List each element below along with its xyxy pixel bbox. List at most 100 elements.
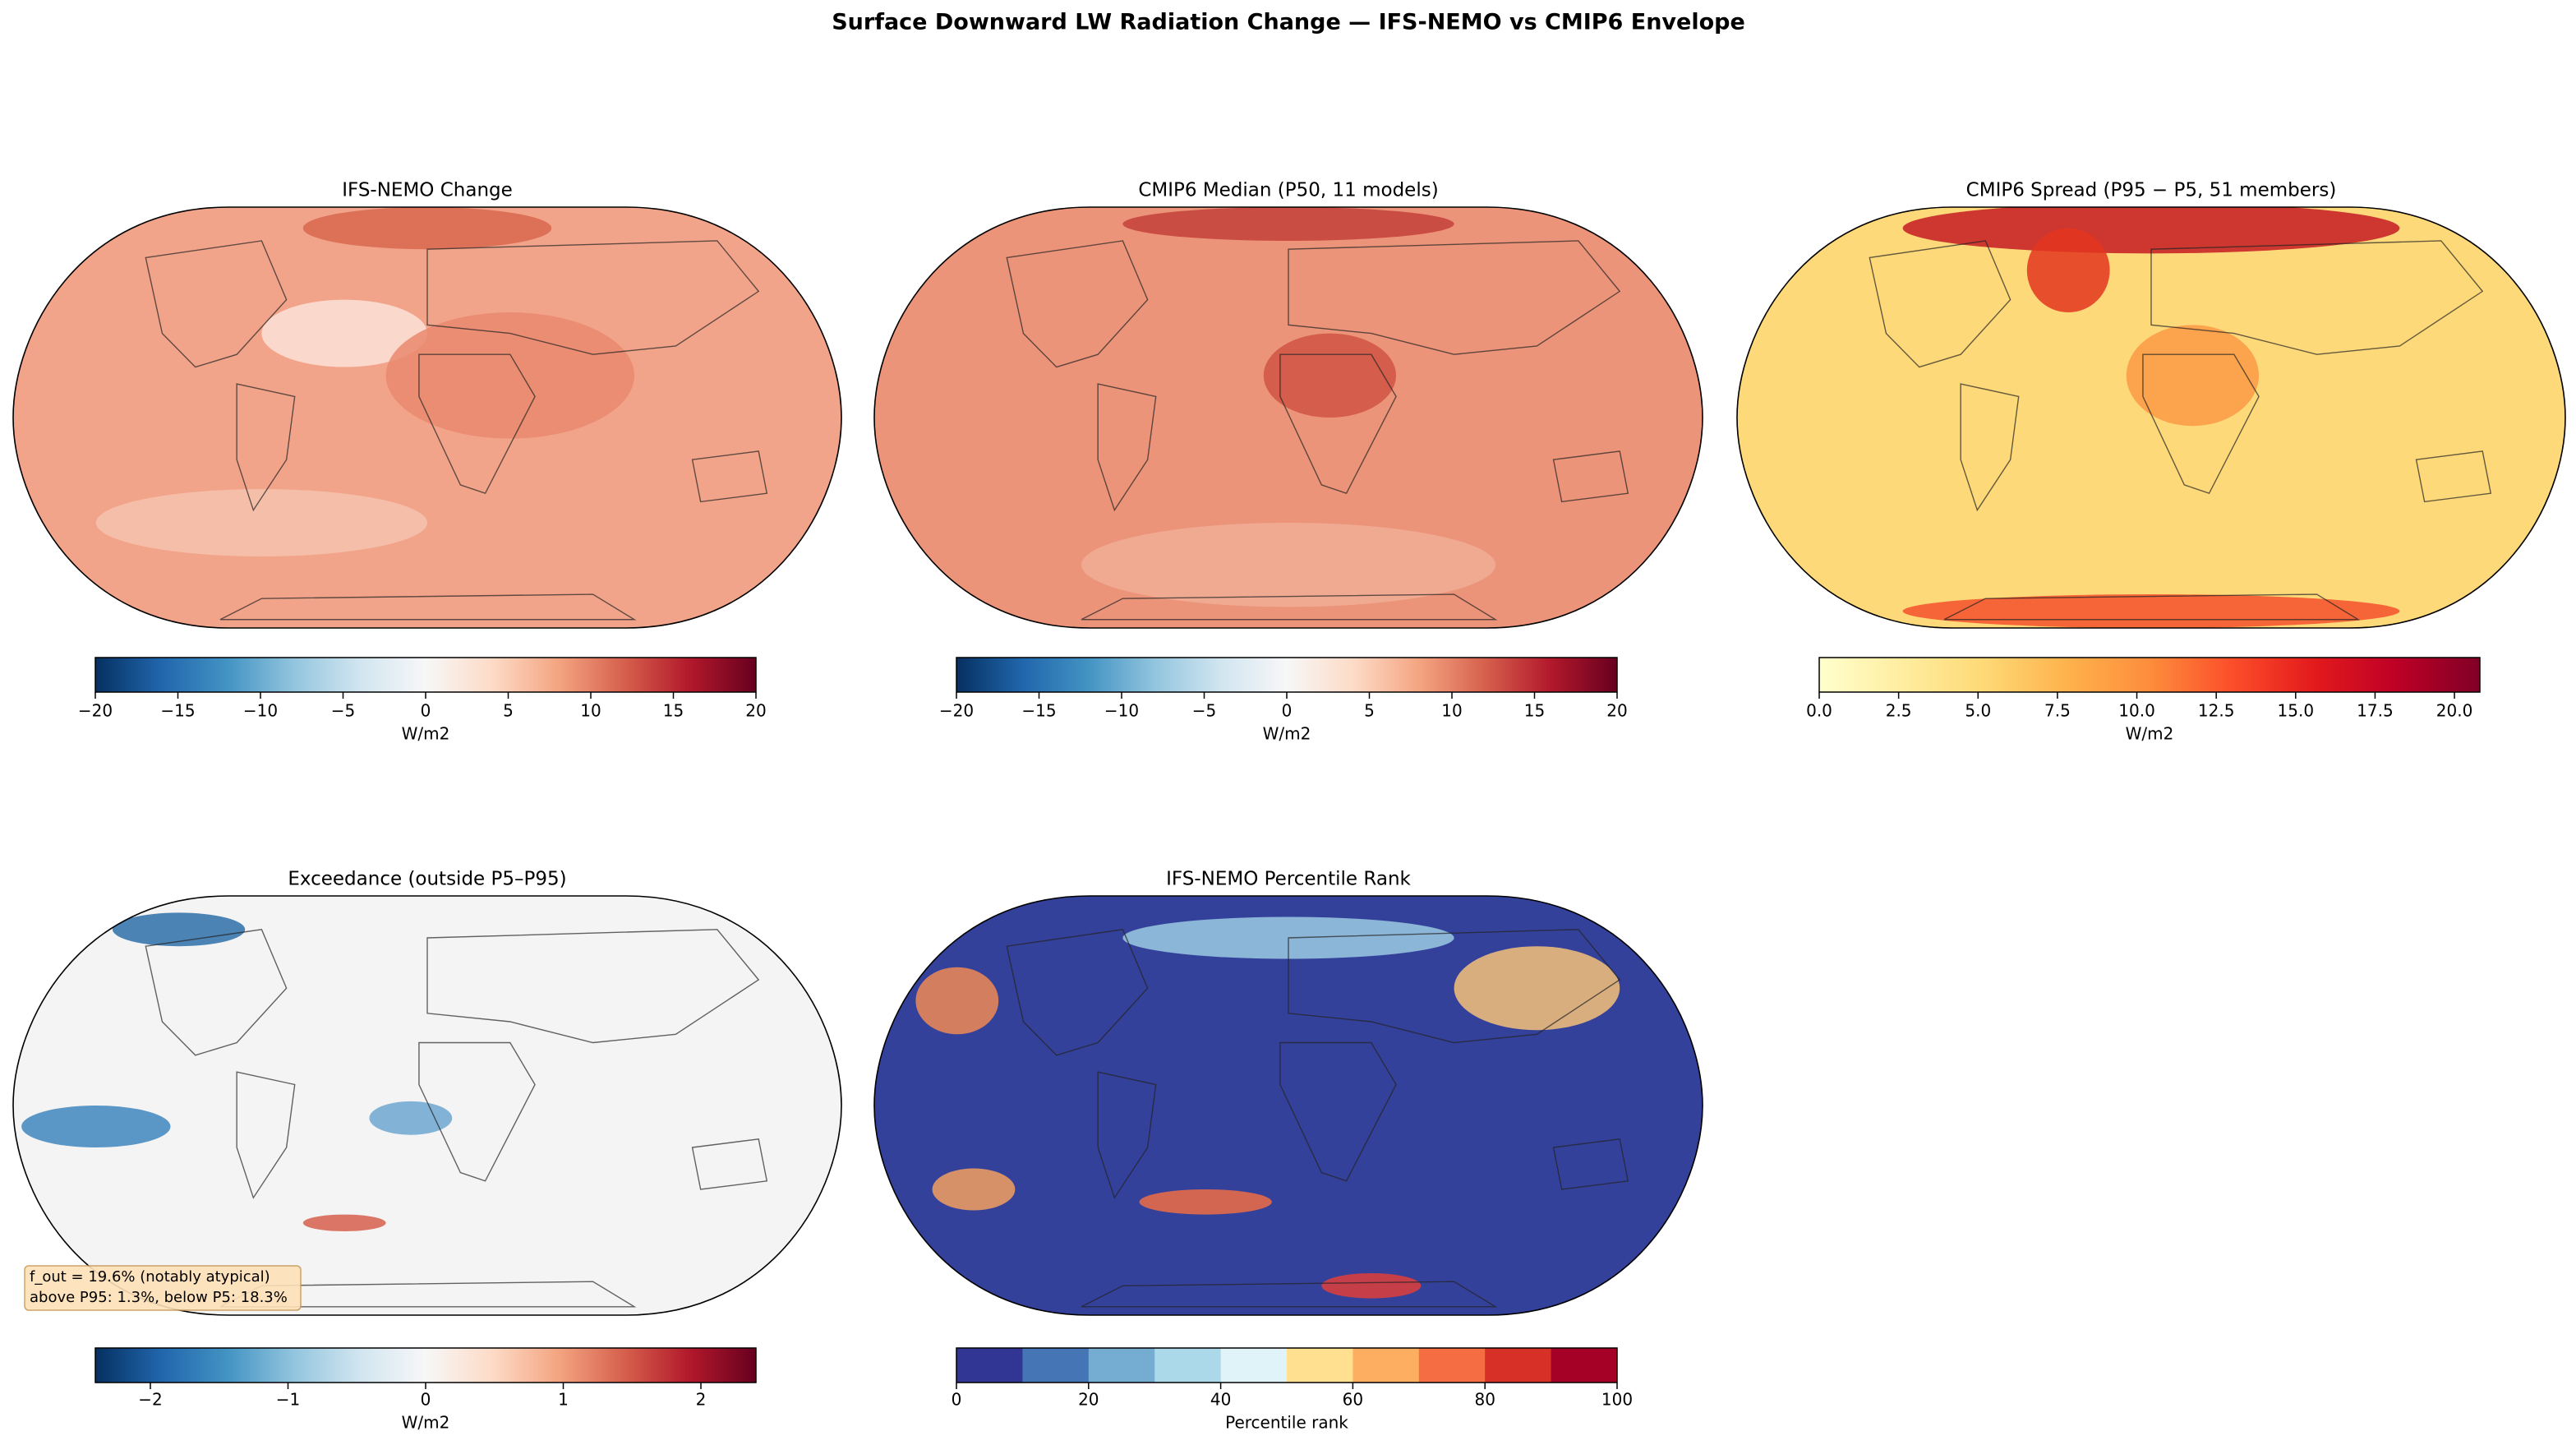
colorbar-tick-label: −2 xyxy=(138,1390,162,1410)
coastline xyxy=(426,929,760,1044)
colorbar-tick-label: 20.0 xyxy=(2436,701,2473,721)
coastline xyxy=(691,450,768,503)
coastline xyxy=(426,240,760,355)
coastline xyxy=(1552,1138,1629,1190)
figure-title: Surface Downward LW Radiation Change — I… xyxy=(832,10,1745,35)
coastline xyxy=(1552,450,1629,503)
colorbar-tick-label: 10.0 xyxy=(2118,701,2155,721)
map-feature xyxy=(1321,1273,1422,1299)
colorbar-bin xyxy=(1154,1348,1222,1383)
colorbar-tick-label: 60 xyxy=(1343,1390,1363,1410)
panel-title: IFS-NEMO Percentile Rank xyxy=(1166,869,1411,890)
coastline xyxy=(236,383,296,512)
coastline xyxy=(1006,240,1149,368)
colorbar-tick-label: 0 xyxy=(1282,701,1293,721)
map-feature xyxy=(112,912,246,947)
map-feature xyxy=(302,1214,386,1232)
map-field xyxy=(874,896,1703,1315)
map-feature xyxy=(1902,207,2400,254)
map-feature xyxy=(1122,207,1454,241)
colorbar-bin xyxy=(1353,1348,1420,1383)
colorbar-bin xyxy=(1287,1348,1353,1383)
colorbar-tick-label: 20 xyxy=(745,701,766,721)
colorbar-label: W/m2 xyxy=(2126,724,2174,744)
coastline xyxy=(1097,383,1157,512)
coastline xyxy=(2150,240,2484,355)
colorbar-tick-label: 5.0 xyxy=(1965,701,1991,721)
panel-title: CMIP6 Spread (P95 − P5, 51 members) xyxy=(1966,180,2337,201)
panel-title: Exceedance (outside P5–P95) xyxy=(288,869,566,890)
colorbar-tick-label: −5 xyxy=(1192,701,1216,721)
map-feature xyxy=(932,1168,1016,1211)
colorbar xyxy=(95,658,756,692)
colorbar-tick-label: 5 xyxy=(1364,701,1375,721)
coastline xyxy=(418,1041,536,1182)
colorbar-tick-label: 1 xyxy=(558,1390,569,1410)
colorbar-label: W/m2 xyxy=(402,1413,450,1433)
map-field xyxy=(874,207,1703,628)
coastline xyxy=(1288,929,1621,1044)
coastline xyxy=(2142,353,2260,495)
colorbar-tick-label: 17.5 xyxy=(2357,701,2394,721)
colorbar-bin xyxy=(956,1348,1023,1383)
colorbar-tick-label: 10 xyxy=(1441,701,1462,721)
colorbar-frame xyxy=(1818,657,2481,693)
map-field xyxy=(13,207,841,628)
colorbar-tick-label: −10 xyxy=(1104,701,1139,721)
colorbar xyxy=(956,658,1617,692)
coastline xyxy=(1081,1281,1498,1308)
coastline xyxy=(1006,929,1149,1056)
coastline xyxy=(1081,593,1498,621)
map-feature xyxy=(2126,325,2260,427)
map-feature xyxy=(261,299,427,367)
coastline xyxy=(219,593,637,621)
colorbar-tick-label: 40 xyxy=(1210,1390,1231,1410)
colorbar-tick-label: −10 xyxy=(243,701,278,721)
panel-title: CMIP6 Median (P50, 11 models) xyxy=(1138,180,1438,201)
colorbar-bin xyxy=(1022,1348,1090,1383)
colorbar-tick-label: −20 xyxy=(78,701,113,721)
coastline xyxy=(418,353,536,495)
colorbar-tick-label: 100 xyxy=(1601,1390,1633,1410)
colorbar-label: W/m2 xyxy=(402,724,450,744)
colorbar-bin xyxy=(1418,1348,1486,1383)
colorbar-tick-label: −20 xyxy=(939,701,974,721)
coastline xyxy=(145,240,288,368)
coastline xyxy=(2415,450,2492,503)
colorbar-tick-label: 0.0 xyxy=(1806,701,1832,721)
colorbar-tick-label: 20 xyxy=(1606,701,1627,721)
colorbar-tick-label: 10 xyxy=(580,701,601,721)
coastline xyxy=(1288,240,1621,355)
colorbar-label: Percentile rank xyxy=(1225,1413,1348,1433)
map-feature xyxy=(2026,228,2110,312)
map-field xyxy=(1737,207,2565,628)
coastline xyxy=(1279,1041,1397,1182)
colorbar xyxy=(95,1348,756,1383)
coastline xyxy=(1960,383,2020,512)
colorbar xyxy=(1819,658,2480,692)
map-feature xyxy=(1081,523,1495,607)
map-feature xyxy=(302,207,552,250)
colorbar-tick-label: −15 xyxy=(160,701,195,721)
colorbar-frame xyxy=(956,1347,1618,1383)
map-border xyxy=(12,895,842,1316)
coastline xyxy=(1943,593,2361,621)
colorbar-bin xyxy=(1088,1348,1155,1383)
coastline xyxy=(691,1138,768,1190)
map-field xyxy=(13,896,841,1315)
colorbar-tick-label: 15 xyxy=(663,701,684,721)
colorbar-tick-label: −1 xyxy=(276,1390,300,1410)
colorbar-tick-label: 15 xyxy=(1524,701,1545,721)
colorbar-bin xyxy=(1485,1348,1552,1383)
map-border xyxy=(873,206,1703,629)
coastline xyxy=(236,1071,296,1199)
map-border xyxy=(1736,206,2566,629)
colorbar-tick-label: 15.0 xyxy=(2278,701,2315,721)
coastline xyxy=(1097,1071,1157,1199)
annotation-text: above P95: 1.3%, below P5: 18.3% xyxy=(30,1289,288,1306)
colorbar-tick-label: −5 xyxy=(331,701,355,721)
colorbar-tick-label: 0 xyxy=(421,701,431,721)
colorbar-tick-label: 20 xyxy=(1078,1390,1099,1410)
map-feature xyxy=(95,489,427,556)
colorbar-tick-label: 0 xyxy=(421,1390,431,1410)
